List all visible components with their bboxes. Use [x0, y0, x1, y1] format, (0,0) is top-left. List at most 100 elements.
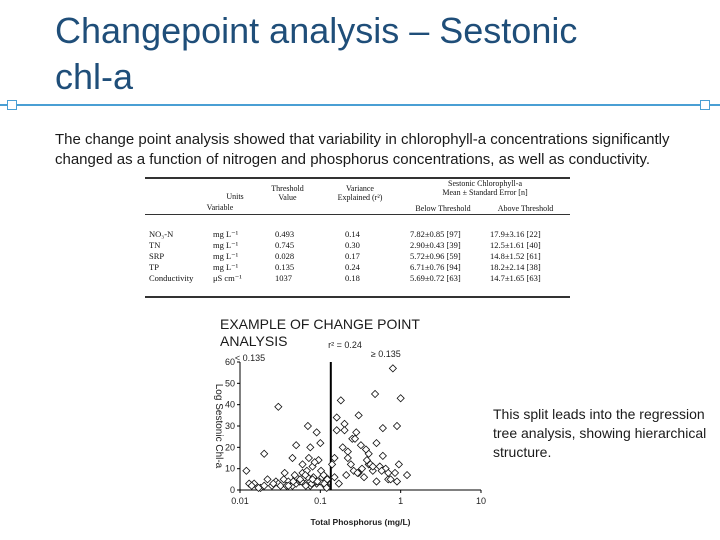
data-point	[306, 443, 315, 452]
data-point	[274, 402, 283, 411]
side-note: This split leads into the regression tre…	[493, 406, 707, 460]
data-point	[352, 428, 361, 437]
data-point	[260, 449, 269, 458]
decorative-square-icon	[700, 100, 710, 110]
y-tick-label: 40	[225, 400, 235, 410]
data-point	[334, 479, 343, 488]
data-point	[386, 475, 395, 484]
data-point	[316, 438, 325, 448]
data-point	[284, 481, 293, 490]
table-row: NO₃-N	[149, 229, 174, 239]
data-point	[301, 481, 310, 490]
threshold-table: Variable Units Threshold Value Variance …	[145, 177, 570, 298]
title-underline	[0, 100, 720, 110]
header-group: Sestonic Chlorophyll-a Mean ± Standard E…	[442, 179, 528, 197]
data-point	[342, 470, 351, 480]
example-caption: EXAMPLE OF CHANGE POINT ANALYSIS	[220, 316, 420, 349]
data-point	[353, 468, 362, 478]
x-tick-label: 0.1	[314, 496, 327, 506]
data-point	[260, 481, 269, 490]
data-point	[332, 413, 341, 422]
slide-title-line2: chl-a	[55, 56, 134, 97]
data-point	[247, 481, 256, 490]
y-tick-label: 60	[225, 357, 235, 367]
x-tick-label: 1	[398, 496, 403, 506]
data-point	[242, 466, 251, 475]
data-point	[263, 475, 272, 484]
header-variance: Variance Explained (r²)	[337, 184, 383, 202]
data-point	[402, 470, 412, 480]
data-point	[372, 438, 381, 448]
data-point	[269, 479, 278, 488]
y-axis-label: Log Sestonic Chl-a	[213, 384, 224, 469]
data-point	[276, 481, 285, 490]
data-point	[308, 475, 317, 484]
data-point	[368, 462, 377, 471]
y-tick-label: 0	[230, 485, 235, 495]
data-point	[384, 468, 393, 478]
data-point	[336, 396, 345, 405]
table-top-rule	[145, 177, 570, 179]
header-threshold: Threshold Value	[271, 184, 304, 202]
data-point	[392, 421, 402, 431]
changepoint-scatter-chart: 0 10 20 30 40 50 60 0.01 0.1 1 10 Total Phosphorus …	[213, 340, 486, 527]
header-above: Above Threshold	[497, 204, 554, 213]
data-point	[301, 470, 310, 480]
data-point	[359, 473, 369, 482]
data-point	[378, 451, 387, 460]
slide-title-line1: Changepoint analysis – Sestonic	[55, 10, 578, 51]
table-row: TN	[149, 240, 161, 250]
y-tick-label: 30	[225, 421, 235, 431]
header-below: Below Threshold	[415, 204, 471, 213]
data-point	[394, 460, 403, 469]
data-point	[350, 434, 360, 443]
data-point	[327, 460, 337, 469]
data-point	[390, 468, 400, 478]
data-point	[356, 441, 366, 450]
data-point	[292, 441, 301, 450]
data-point	[346, 460, 355, 469]
data-point	[392, 477, 402, 486]
data-point	[368, 466, 377, 475]
data-point	[290, 470, 299, 480]
data-point	[378, 424, 387, 433]
data-point	[303, 421, 312, 431]
data-point	[343, 453, 352, 463]
data-point	[280, 468, 289, 478]
data-point	[372, 477, 381, 486]
data-point	[304, 453, 313, 463]
decorative-square-icon	[7, 100, 17, 110]
data-point	[330, 473, 339, 482]
data-point	[322, 483, 331, 492]
data-point	[319, 470, 328, 480]
data-point	[354, 411, 363, 420]
data-point	[343, 447, 352, 456]
data-point	[254, 483, 263, 492]
y-tick-label: 20	[225, 442, 235, 452]
below-threshold-label: < 0.135	[235, 353, 265, 363]
x-axis-label: Total Phosphorus (mg/L)	[311, 517, 411, 527]
slide-title: Changepoint analysis – Sestonic chl-a	[55, 8, 675, 100]
table-header-rule	[145, 214, 570, 215]
data-point	[396, 394, 405, 403]
above-threshold-label: ≥ 0.135	[371, 349, 401, 359]
data-point	[289, 477, 298, 486]
data-point	[361, 445, 371, 454]
table-bottom-rule	[145, 296, 570, 298]
data-point	[296, 475, 305, 484]
body-paragraph: The change point analysis showed that va…	[55, 131, 670, 168]
x-tick-label: 0.01	[231, 496, 249, 506]
y-tick-label: 10	[225, 464, 235, 474]
data-point	[288, 453, 297, 463]
data-point	[310, 458, 319, 467]
header-units: Units	[226, 192, 244, 201]
header-variable: Variable	[206, 203, 234, 212]
data-point	[338, 443, 347, 452]
data-point	[388, 364, 397, 373]
data-point	[332, 426, 341, 435]
data-point	[323, 475, 332, 484]
data-point	[340, 419, 349, 428]
data-point	[298, 460, 307, 469]
table-row: Conductivity	[149, 273, 194, 283]
data-point	[330, 453, 339, 463]
